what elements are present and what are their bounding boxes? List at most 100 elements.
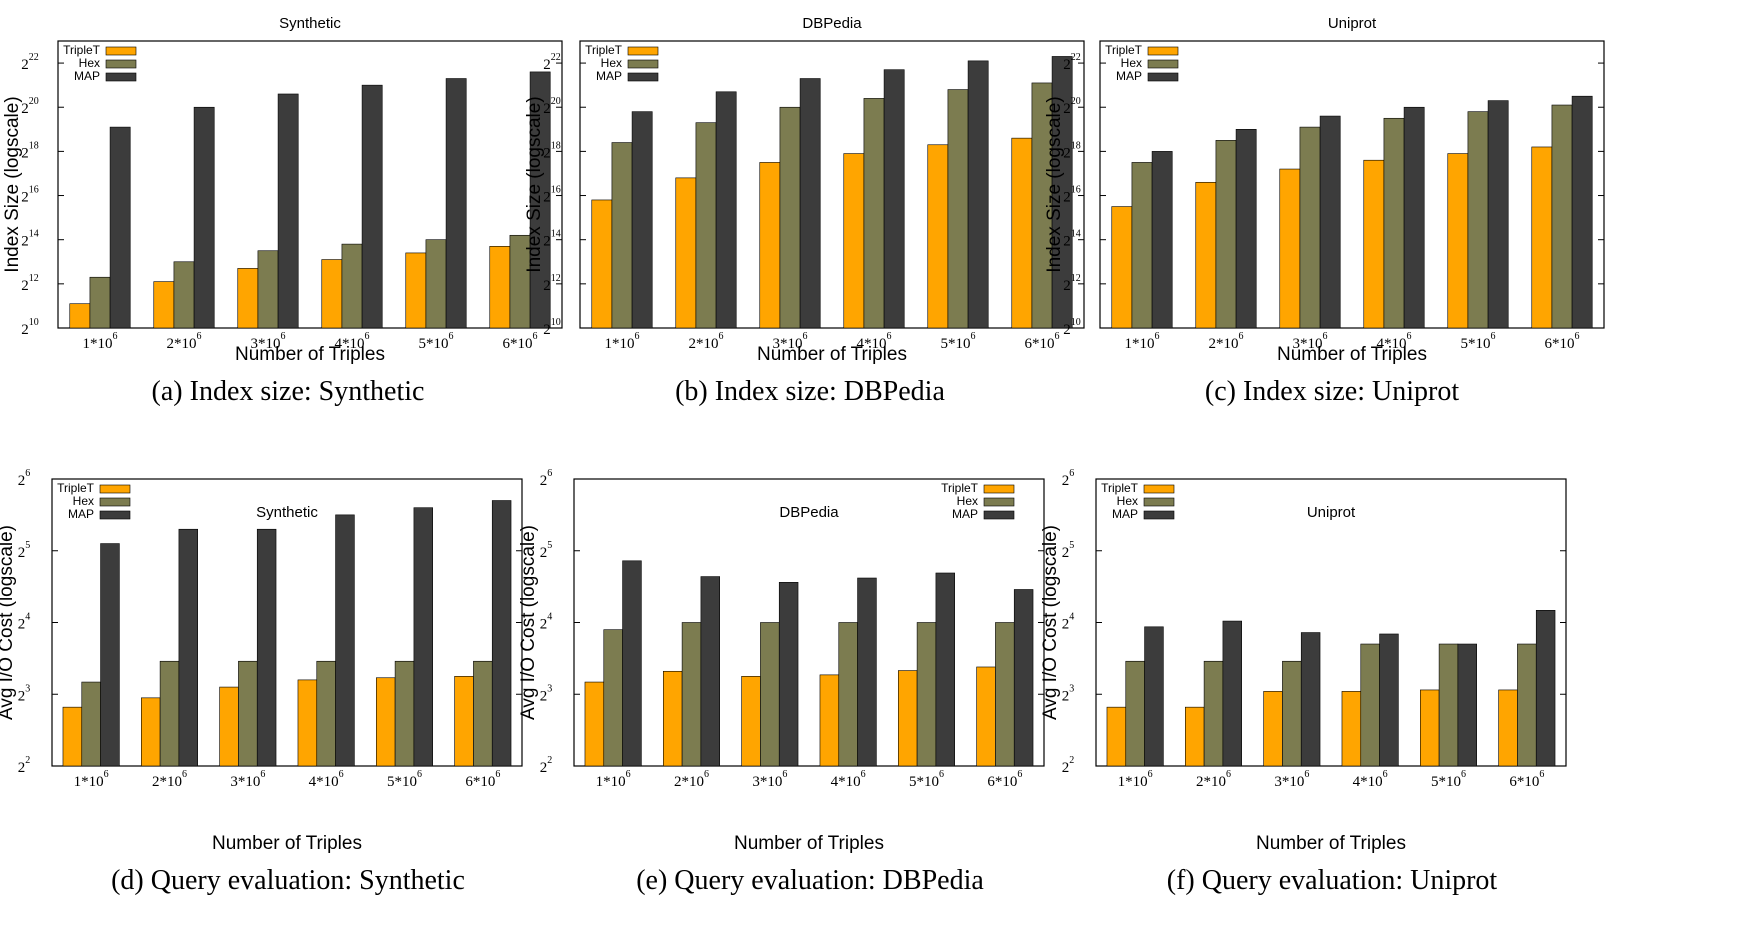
y-tick-exponent: 3 xyxy=(547,683,552,694)
y-tick-exponent: 3 xyxy=(25,683,30,694)
legend-swatch xyxy=(1147,72,1179,82)
legend-swatch xyxy=(1143,484,1175,494)
y-tick-exponent: 6 xyxy=(547,468,552,479)
chart-title: Synthetic xyxy=(279,15,341,32)
figure-caption: (e) Query evaluation: DBPedia xyxy=(636,865,984,896)
bar-triplet xyxy=(675,177,697,329)
bar-hex xyxy=(695,122,717,329)
x-tick-label: 6*106 xyxy=(987,769,1022,790)
legend-swatch xyxy=(105,59,137,69)
bar-triplet xyxy=(62,706,83,767)
y-tick-label: 26 xyxy=(1062,468,1075,489)
x-tick-label: 4*106 xyxy=(1353,769,1388,790)
y-tick-label: 222 xyxy=(21,52,39,73)
chart-title: Uniprot xyxy=(1328,15,1377,32)
bar-map xyxy=(1535,610,1556,767)
y-tick-label: 210 xyxy=(543,317,561,338)
bar-triplet xyxy=(1341,691,1362,767)
y-tick-label: 210 xyxy=(1063,317,1081,338)
bar-triplet xyxy=(375,677,396,767)
legend-swatch xyxy=(983,484,1015,494)
x-tick-label: 3*106 xyxy=(251,331,286,352)
x-tick-label: 6*106 xyxy=(503,331,538,352)
chart-title: DBPedia xyxy=(802,15,862,32)
plot-frame xyxy=(1099,40,1605,329)
legend-swatch xyxy=(99,484,131,494)
figure-caption: (a) Index size: Synthetic xyxy=(152,376,425,407)
bar-triplet xyxy=(1498,689,1518,767)
bar-triplet xyxy=(219,686,239,767)
y-tick-label: 222 xyxy=(543,52,561,73)
legend-swatch xyxy=(1147,46,1179,56)
x-tick-label: 1*106 xyxy=(83,331,118,352)
y-tick-label: 22 xyxy=(540,755,553,776)
bar-triplet xyxy=(1363,159,1385,329)
x-axis-label: Number of Triples xyxy=(734,833,884,854)
bar-map xyxy=(1403,106,1425,329)
x-tick-label: 6*106 xyxy=(1545,331,1580,352)
plot-frame xyxy=(1095,478,1567,767)
y-tick-exponent: 12 xyxy=(551,273,561,284)
y-tick-label: 22 xyxy=(18,755,31,776)
legend-label: Hex xyxy=(601,56,622,70)
y-tick-exponent: 16 xyxy=(551,185,561,196)
bar-triplet xyxy=(321,259,343,329)
legend-label: MAP xyxy=(68,507,94,521)
y-tick-exponent: 14 xyxy=(29,229,39,240)
bar-triplet xyxy=(976,666,996,767)
bar-hex xyxy=(1125,660,1145,767)
bar-hex xyxy=(611,142,633,329)
y-tick-exponent: 20 xyxy=(29,96,39,107)
legend-swatch xyxy=(1143,497,1175,507)
y-tick-label: 214 xyxy=(543,229,561,250)
bar-hex xyxy=(341,243,363,329)
bar-map xyxy=(1151,151,1173,329)
bar-hex xyxy=(1282,660,1302,767)
y-tick-exponent: 22 xyxy=(1071,52,1081,63)
legend-label: MAP xyxy=(1116,69,1142,83)
bar-triplet xyxy=(1106,706,1127,767)
y-tick-label: 212 xyxy=(543,273,561,294)
x-tick-label: 3*106 xyxy=(1274,769,1309,790)
y-tick-label: 25 xyxy=(18,540,31,561)
bar-map xyxy=(491,500,512,767)
bar-triplet xyxy=(1420,689,1440,767)
bar-triplet xyxy=(1111,206,1133,329)
bar-map xyxy=(799,78,821,329)
bar-hex xyxy=(681,622,702,767)
x-tick-label: 1*106 xyxy=(1125,331,1160,352)
chart-title: Uniprot xyxy=(1307,504,1356,521)
bar-triplet xyxy=(1011,137,1033,329)
x-tick-label: 5*106 xyxy=(387,769,422,790)
legend-label: Hex xyxy=(79,56,100,70)
y-axis-label: Index Size (logscale) xyxy=(1044,96,1065,272)
y-tick-label: 24 xyxy=(18,612,31,633)
bar-map xyxy=(256,528,277,767)
x-tick-label: 5*106 xyxy=(1431,769,1466,790)
y-tick-exponent: 4 xyxy=(1069,612,1074,623)
x-tick-label: 1*106 xyxy=(74,769,109,790)
legend-label: Hex xyxy=(1117,494,1138,508)
bar-hex xyxy=(1383,117,1405,329)
legend-swatch xyxy=(983,497,1015,507)
y-tick-label: 25 xyxy=(540,540,553,561)
x-tick-label: 5*106 xyxy=(1461,331,1496,352)
y-tick-exponent: 22 xyxy=(551,52,561,63)
bar-hex xyxy=(1438,643,1459,767)
y-tick-label: 26 xyxy=(540,468,553,489)
y-tick-exponent: 16 xyxy=(1071,185,1081,196)
bar-triplet xyxy=(1185,706,1205,767)
bar-map xyxy=(178,528,198,767)
bar-map xyxy=(100,543,120,767)
figure-caption: (d) Query evaluation: Synthetic xyxy=(111,865,465,896)
y-tick-label: 23 xyxy=(540,683,553,704)
bar-map xyxy=(1235,129,1257,329)
bar-map xyxy=(1013,589,1034,767)
bar-map xyxy=(967,60,989,329)
bar-map xyxy=(715,91,737,329)
bar-map xyxy=(857,577,877,767)
y-axis-label: Avg I/O Cost (logscale) xyxy=(1040,525,1061,720)
bar-map xyxy=(700,576,721,767)
y-tick-exponent: 12 xyxy=(1071,273,1081,284)
bar-hex xyxy=(257,250,279,329)
